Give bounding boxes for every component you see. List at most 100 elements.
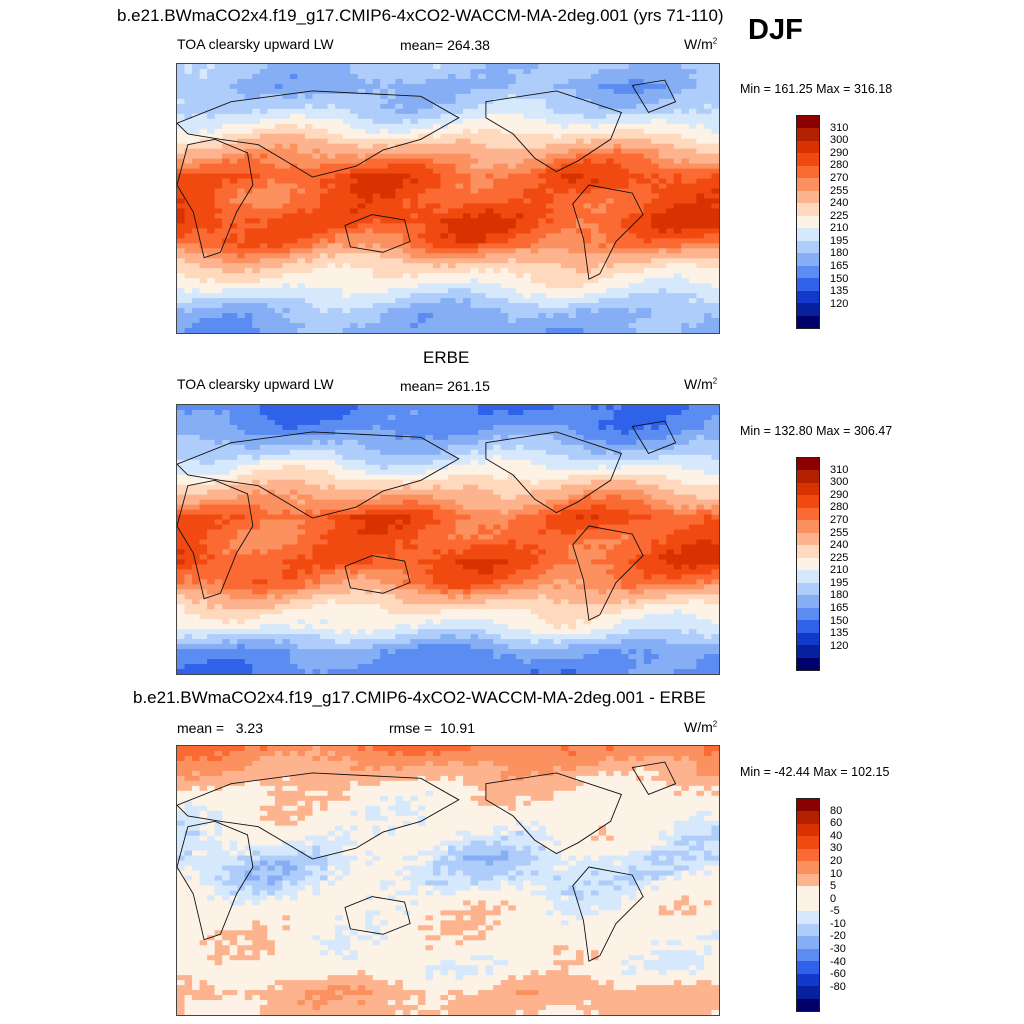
map-cell — [402, 253, 411, 259]
map-cell — [568, 268, 577, 274]
map-cell — [395, 118, 404, 125]
map-cell — [402, 78, 411, 85]
map-cell — [432, 258, 442, 264]
map-cell — [222, 263, 231, 269]
map-cell — [636, 123, 645, 130]
map-cell — [478, 193, 487, 200]
map-cell — [478, 153, 487, 160]
map-cell — [530, 313, 539, 319]
map-cell — [320, 293, 329, 299]
map-cell — [696, 248, 705, 254]
map-cell — [192, 474, 201, 481]
map-cell — [214, 93, 223, 100]
map-cell — [432, 298, 442, 304]
map-cell — [575, 405, 585, 411]
map-cell — [568, 183, 577, 190]
map-cell — [523, 113, 532, 120]
map-cell — [342, 93, 351, 100]
map-cell — [214, 178, 223, 185]
map-cell — [304, 313, 314, 319]
map-cell — [711, 308, 719, 314]
map-cell — [237, 218, 246, 225]
map-cell — [696, 158, 705, 165]
map-cell — [575, 238, 585, 244]
map-cell — [598, 98, 607, 105]
map-cell — [470, 459, 479, 466]
map-cell — [214, 449, 223, 456]
map-cell — [455, 228, 464, 234]
map-cell — [515, 283, 524, 289]
map-cell — [575, 268, 585, 274]
map-cell — [688, 283, 698, 289]
panel2-map — [176, 404, 720, 675]
map-cell — [643, 98, 652, 105]
map-cell — [425, 313, 434, 319]
map-cell — [432, 163, 442, 170]
map-cell — [598, 405, 607, 411]
map-cell — [432, 429, 442, 436]
map-cell — [410, 424, 419, 431]
map-cell — [342, 203, 351, 210]
map-cell — [229, 288, 238, 294]
map-cell — [192, 218, 201, 225]
map-cell — [222, 163, 231, 170]
map-cell — [538, 288, 547, 294]
map-cell — [643, 103, 652, 110]
map-cell — [470, 138, 479, 145]
map-cell — [636, 188, 645, 195]
map-cell — [222, 459, 231, 466]
map-cell — [696, 73, 705, 80]
map-cell — [432, 253, 442, 259]
map-cell — [395, 454, 404, 461]
map-cell — [289, 444, 299, 451]
map-cell — [463, 183, 472, 190]
map-cell — [560, 193, 570, 200]
map-cell — [606, 268, 615, 274]
map-cell — [282, 213, 291, 220]
map-cell — [575, 278, 585, 284]
map-cell — [432, 198, 442, 205]
map-cell — [207, 133, 216, 140]
map-cell — [380, 444, 389, 451]
map-cell — [463, 208, 472, 215]
map-cell — [252, 434, 261, 441]
map-cell — [553, 405, 562, 411]
map-cell — [478, 213, 487, 220]
map-cell — [651, 253, 660, 259]
map-cell — [583, 273, 592, 279]
map-cell — [380, 459, 389, 466]
map-cell — [214, 308, 223, 314]
map-cell — [591, 68, 600, 75]
map-cell — [259, 308, 268, 314]
map-cell — [658, 313, 667, 319]
map-cell — [440, 178, 449, 185]
map-cell — [207, 258, 216, 264]
map-cell — [591, 293, 600, 299]
map-cell — [658, 143, 667, 150]
map-cell — [297, 328, 306, 333]
map-cell — [297, 218, 306, 225]
map-cell — [485, 173, 494, 180]
map-cell — [350, 228, 359, 234]
map-cell — [199, 424, 208, 431]
map-cell — [199, 434, 208, 441]
map-cell — [613, 243, 622, 249]
map-cell — [297, 253, 306, 259]
map-cell — [199, 459, 208, 466]
map-cell — [688, 98, 698, 105]
map-cell — [470, 273, 479, 279]
map-cell — [508, 313, 517, 319]
map-cell — [591, 248, 600, 254]
map-cell — [621, 454, 630, 461]
map-cell — [613, 444, 622, 451]
map-cell — [312, 168, 321, 175]
map-cell — [380, 158, 389, 165]
map-cell — [199, 313, 208, 319]
map-cell — [380, 218, 389, 225]
map-cell — [636, 228, 645, 234]
map-cell — [643, 258, 652, 264]
map-cell — [448, 424, 457, 431]
map-cell — [643, 248, 652, 254]
map-cell — [192, 223, 201, 229]
map-cell — [696, 163, 705, 170]
